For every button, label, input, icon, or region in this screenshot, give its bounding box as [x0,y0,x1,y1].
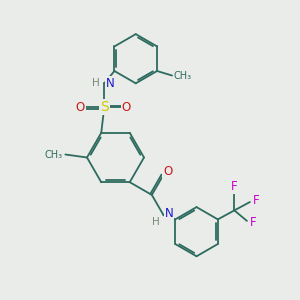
Text: F: F [231,181,238,194]
Text: N: N [165,207,173,220]
Text: N: N [106,77,115,90]
Text: CH₃: CH₃ [173,70,192,80]
Text: F: F [250,216,257,229]
Text: H: H [92,78,100,88]
Text: CH₃: CH₃ [45,149,63,160]
Text: S: S [100,100,109,114]
Text: O: O [76,101,85,114]
Text: F: F [253,194,260,207]
Text: H: H [152,217,160,227]
Text: O: O [163,165,172,178]
Text: O: O [122,101,131,114]
